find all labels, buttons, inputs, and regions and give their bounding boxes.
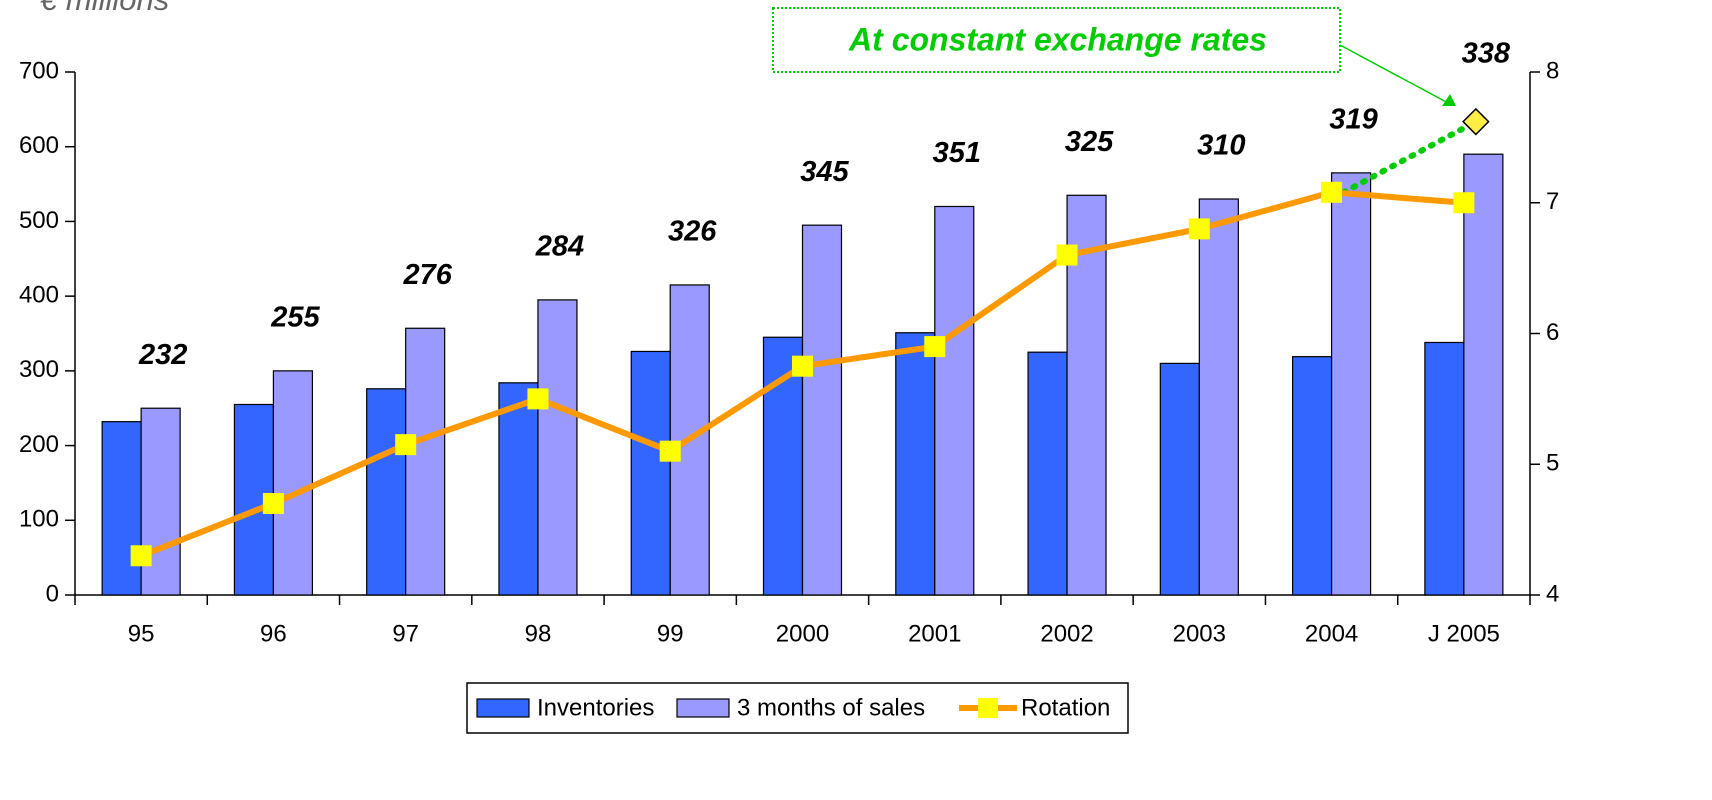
bar	[1198, 198, 1239, 596]
marker	[1321, 181, 1343, 203]
bar	[101, 421, 142, 596]
data-label: 351	[933, 137, 981, 169]
data-label: 232	[138, 339, 187, 371]
data-label: 319	[1329, 104, 1377, 136]
legend-box	[466, 682, 1129, 734]
y2-tick-label: 6	[1546, 319, 1559, 346]
bar	[272, 370, 314, 596]
marker	[395, 434, 417, 456]
annotation-box	[772, 7, 1341, 73]
marker	[527, 388, 549, 410]
marker	[1188, 218, 1210, 240]
x-tick-label: 2002	[1040, 620, 1093, 647]
y2-tick-label: 5	[1546, 450, 1559, 477]
bar	[1291, 356, 1333, 596]
data-label: 284	[535, 231, 584, 263]
x-tick-label: 98	[525, 620, 552, 647]
x-tick-label: J 2005	[1428, 620, 1500, 647]
bar	[934, 205, 975, 596]
legend-marker	[978, 698, 998, 718]
x-tick-label: 2004	[1305, 620, 1358, 647]
bar	[366, 388, 407, 596]
bar	[1027, 351, 1068, 596]
legend-label: Inventories	[537, 694, 654, 721]
y-tick-label: 400	[19, 281, 59, 308]
annotation-arrow	[1442, 94, 1456, 106]
y-tick-label: 100	[19, 506, 59, 533]
x-tick-label: 99	[657, 620, 684, 647]
bar	[1330, 172, 1372, 596]
x-tick-label: 96	[260, 620, 287, 647]
constant-rate-line	[1340, 118, 1479, 196]
y2-tick-label: 8	[1546, 57, 1559, 84]
y-tick-label: 600	[19, 132, 59, 159]
y-tick-label: 500	[19, 207, 59, 234]
marker	[792, 355, 813, 377]
x-tick-label: 2003	[1173, 620, 1226, 647]
legend-swatch	[676, 698, 730, 718]
marker	[659, 440, 681, 462]
y2-tick-label: 7	[1546, 188, 1559, 215]
y2-tick-label: 4	[1546, 580, 1559, 607]
legend-label: Rotation	[1021, 694, 1110, 721]
y-tick-label: 300	[19, 356, 59, 383]
legend-label: 3 months of sales	[737, 694, 925, 721]
y-tick-label: 200	[19, 431, 59, 458]
x-tick-label: 2000	[776, 620, 829, 647]
marker	[262, 492, 284, 514]
bar	[1463, 153, 1504, 596]
x-tick-label: 95	[128, 620, 155, 647]
data-label: 325	[1065, 126, 1114, 158]
data-label: 255	[270, 302, 320, 334]
chart-title: € millions	[40, 0, 169, 17]
bar	[498, 382, 539, 596]
annotation-leader	[1339, 44, 1451, 105]
bar	[1159, 362, 1200, 596]
bar	[801, 224, 843, 596]
x-tick-label: 2001	[908, 620, 961, 647]
data-label: 338	[1462, 38, 1511, 70]
marker	[1453, 192, 1475, 214]
annotation-text: At constant exchange rates	[848, 21, 1267, 57]
bar	[537, 299, 578, 596]
data-label: 345	[800, 156, 849, 188]
constant-rate-point	[1462, 107, 1490, 136]
bar	[895, 332, 936, 596]
marker	[1056, 244, 1078, 266]
bar	[405, 327, 446, 596]
marker	[130, 545, 152, 567]
x-tick-label: 97	[392, 620, 419, 647]
bar	[140, 407, 181, 596]
y-tick-label: 700	[19, 57, 59, 84]
marker	[924, 336, 946, 358]
bar	[1424, 341, 1465, 596]
data-label: 276	[402, 259, 452, 291]
legend: Inventories 3 months of sales Rotation	[466, 682, 1129, 734]
y-tick-label: 0	[46, 580, 59, 607]
legend-swatch	[476, 698, 530, 718]
data-label: 310	[1197, 130, 1245, 162]
bar	[630, 350, 671, 596]
data-label: 326	[668, 216, 717, 248]
